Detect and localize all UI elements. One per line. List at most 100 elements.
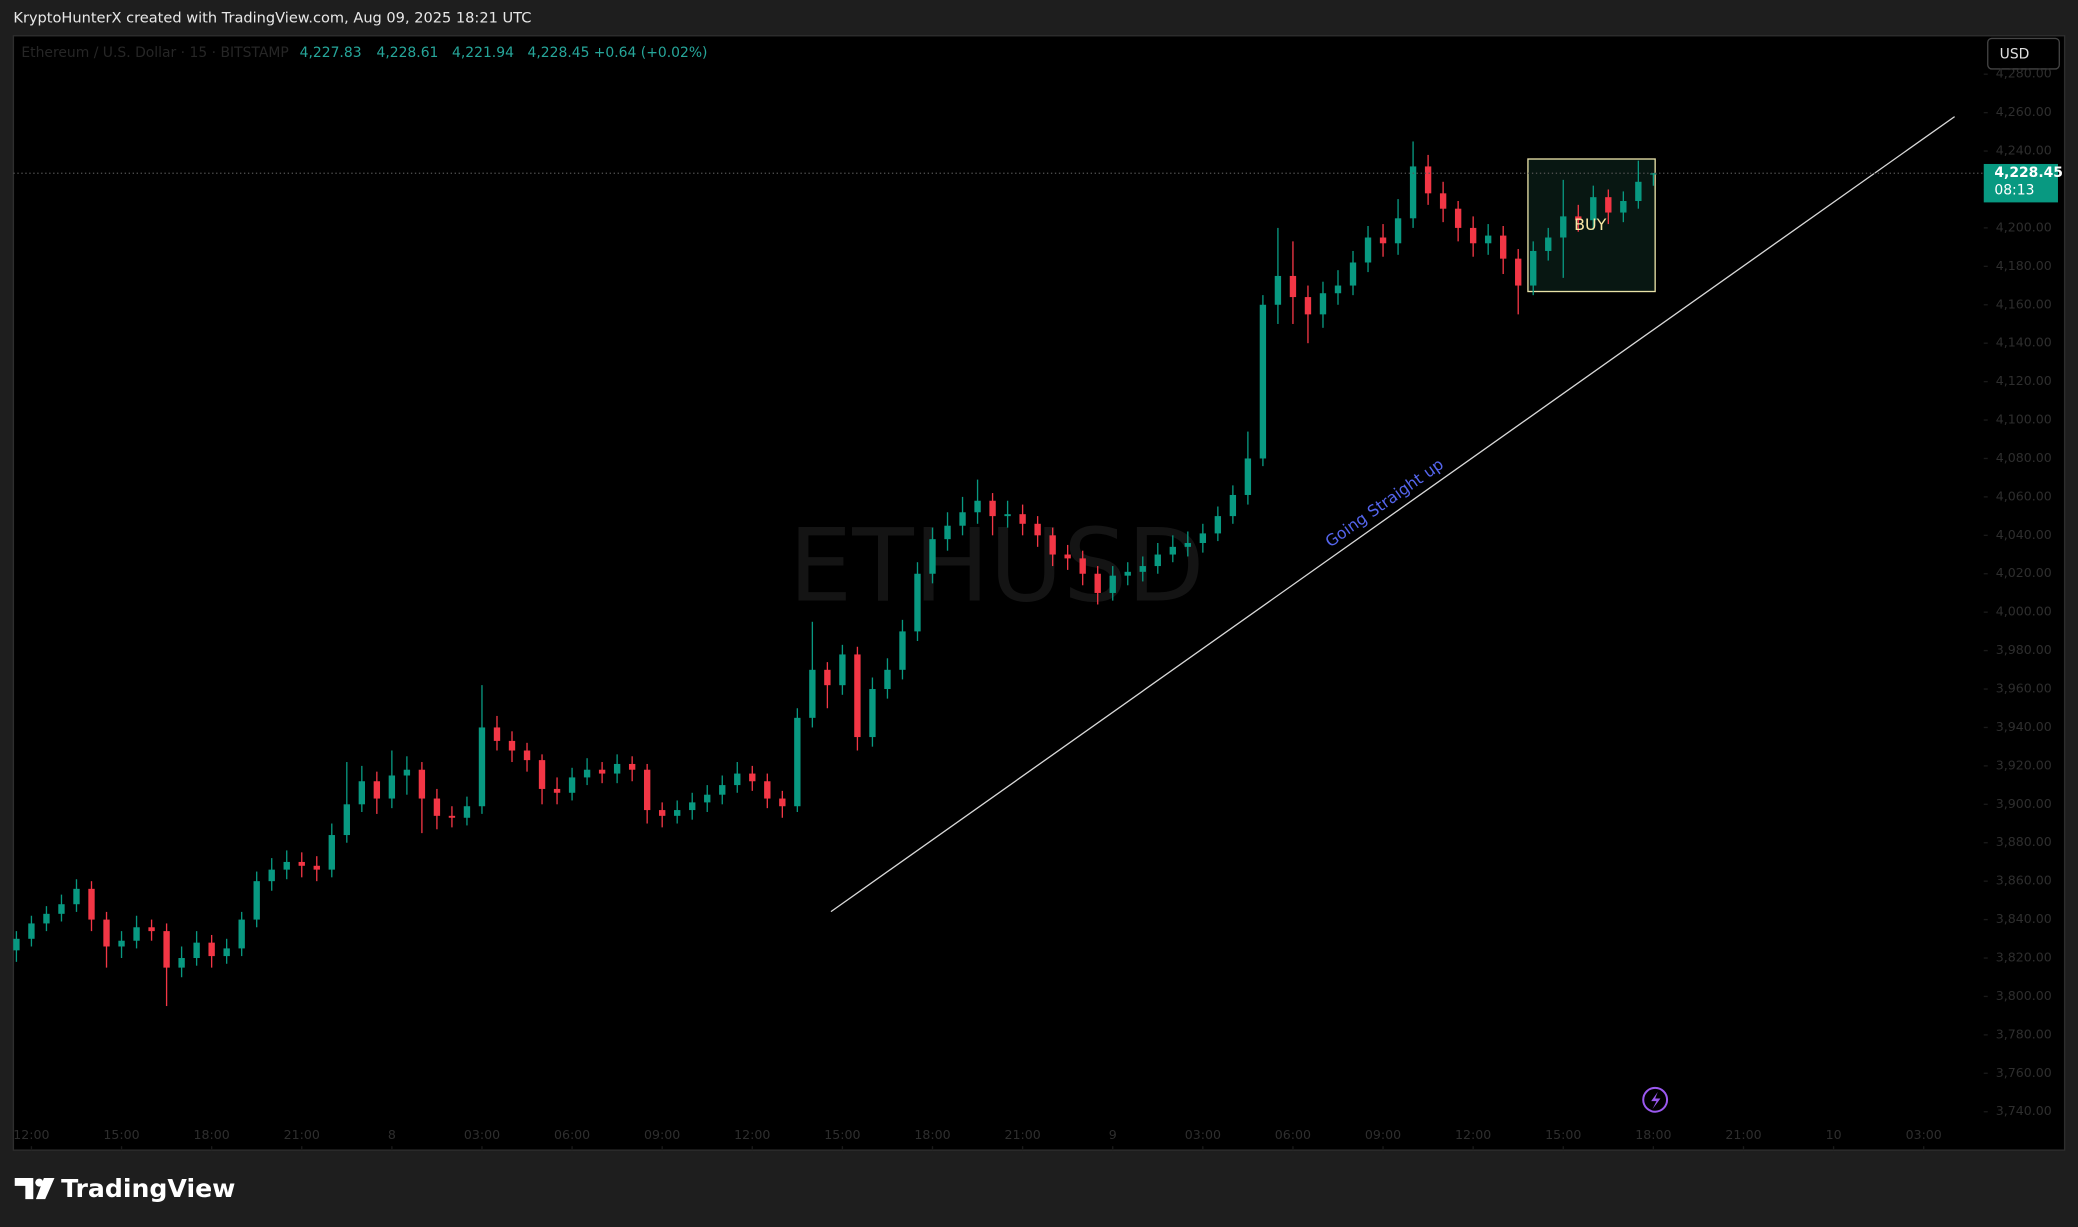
candle-body — [193, 942, 200, 959]
candle-body — [223, 948, 230, 957]
candle-body — [689, 802, 696, 811]
candle-body — [1259, 304, 1267, 459]
candle-body — [103, 919, 110, 947]
candle-body — [493, 727, 501, 741]
candle-body — [463, 806, 471, 818]
candle-body — [1139, 566, 1146, 572]
candle-body — [1469, 227, 1477, 244]
candle-body — [794, 717, 801, 807]
candle-body — [268, 869, 275, 882]
candle-body — [1319, 293, 1327, 315]
candle-body — [1154, 554, 1161, 567]
candle-body — [1349, 262, 1357, 286]
low-label: 4,221.94 — [452, 45, 514, 61]
candle-body — [568, 777, 576, 793]
trend-line — [830, 116, 1955, 913]
candle-body — [974, 500, 981, 513]
candle-body — [418, 769, 426, 799]
candle-body — [553, 788, 561, 793]
candle-body — [523, 750, 531, 761]
candle-body — [583, 769, 591, 778]
logo-v — [35, 1177, 55, 1200]
candle-body — [1620, 201, 1627, 213]
candle-body — [358, 781, 366, 805]
x-tick-label: 09:00 — [1365, 1127, 1401, 1142]
currency-button[interactable] — [1987, 37, 2060, 70]
y-tick-label: 4,000.00 — [1996, 604, 2052, 619]
y-tick-label: 4,120.00 — [1996, 373, 2052, 388]
candle-body — [1424, 166, 1432, 194]
symbol: Ethereum / U.S. Dollar · 15 · BITSTAMP — [21, 45, 288, 61]
candle-body — [1635, 181, 1642, 202]
candle-body — [643, 769, 651, 811]
candle-body — [764, 781, 771, 799]
x-tick-label: 03:00 — [1906, 1127, 1942, 1142]
x-tick-label: 09:00 — [644, 1127, 680, 1142]
candle-body — [628, 763, 636, 770]
candle-body — [989, 500, 996, 517]
assistant-icon[interactable] — [1642, 1086, 1669, 1113]
candle-body — [854, 654, 861, 738]
candle-body — [388, 775, 396, 799]
y-tick-label: 3,900.00 — [1996, 796, 2052, 811]
candle-body — [13, 938, 20, 951]
y-tick-label: 4,280.00 — [1996, 66, 2052, 81]
candle-body — [959, 512, 966, 526]
candle-body — [43, 913, 50, 924]
candle-body — [1530, 250, 1537, 286]
y-tick-label: 4,260.00 — [1996, 104, 2052, 119]
candle-body — [538, 760, 546, 789]
icon-bolt[interactable] — [1651, 1091, 1661, 1110]
candle-body — [1019, 514, 1026, 524]
candle-body — [1094, 573, 1101, 593]
candle-body — [253, 881, 260, 920]
y-tick-label: 4,080.00 — [1996, 450, 2052, 465]
candle-body — [929, 539, 936, 574]
y-tick-label: 3,740.00 — [1996, 1103, 2052, 1118]
x-tick-label: 9 — [1109, 1127, 1117, 1142]
brand: TradingView — [61, 1174, 235, 1203]
y-tick-label: 3,880.00 — [1996, 834, 2052, 849]
candle-body — [1439, 193, 1447, 209]
x-tick-label: 03:00 — [1185, 1127, 1221, 1142]
candle-body — [1199, 533, 1207, 544]
candle-body — [1034, 523, 1041, 536]
y-tick-label: 4,160.00 — [1996, 296, 2052, 311]
y-tick-label: 4,240.00 — [1996, 143, 2052, 158]
x-tick-label: 18:00 — [914, 1127, 950, 1142]
candle-body — [58, 904, 65, 914]
candle-body — [1109, 575, 1116, 593]
candle-body — [148, 927, 155, 932]
candle-body — [163, 931, 170, 968]
y-tick-label: 3,820.00 — [1996, 950, 2052, 965]
buy-box — [1527, 158, 1656, 293]
x-tick-label: 12:00 — [13, 1127, 49, 1142]
candle-body — [1650, 173, 1657, 175]
candle-body — [1454, 208, 1462, 228]
x-tick-label: 8 — [388, 1127, 396, 1142]
y-tick-label: 3,760.00 — [1996, 1065, 2052, 1080]
change-label: +0.64 (+0.02%) — [594, 45, 708, 61]
candle-body — [1364, 237, 1372, 263]
candle-body — [1515, 258, 1522, 286]
y-tick-label: 3,920.00 — [1996, 757, 2052, 772]
icon-ring[interactable] — [1642, 1086, 1669, 1113]
candle-body — [118, 940, 125, 947]
candle-body — [1244, 458, 1252, 495]
last-price-label: 4,228.45 — [1994, 165, 2063, 181]
candle-body — [1289, 275, 1297, 298]
candle-body — [373, 781, 381, 799]
ohlc-legend: 4,227.83 4,228.61 4,221.94 4,228.45 +0.6… — [300, 45, 708, 61]
y-tick-label: 4,180.00 — [1996, 258, 2052, 273]
y-tick-label: 4,040.00 — [1996, 527, 2052, 542]
candle-body — [1560, 216, 1567, 238]
candle-body — [1004, 514, 1011, 517]
candle-body — [1214, 516, 1222, 534]
candle-body — [73, 888, 80, 905]
currency[interactable]: USD — [2000, 46, 2030, 62]
candle-body — [1169, 546, 1176, 555]
close-label: 4,228.45 — [528, 45, 590, 61]
candle-body — [613, 763, 621, 774]
open-label: 4,227.83 — [300, 45, 362, 61]
